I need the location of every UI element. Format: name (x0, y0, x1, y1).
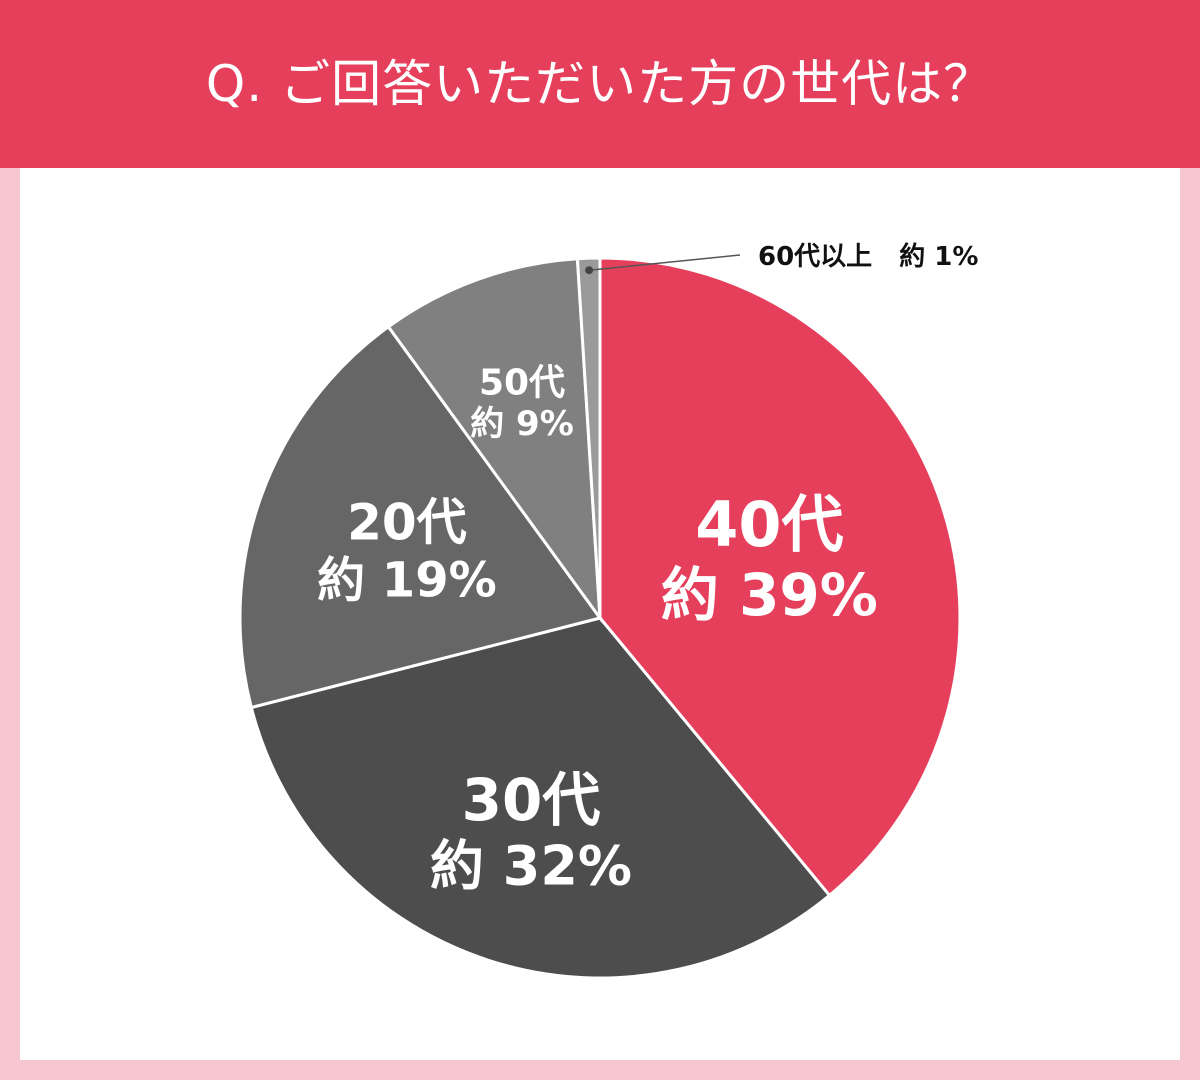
header-bar (0, 0, 1200, 168)
slice-label-category-4: 50代 (479, 363, 565, 404)
slice-label-value-3: 約 19% (317, 553, 497, 609)
pie-slice-1 (598, 256, 962, 898)
callout-60s: 60代以上 約 1% (585, 241, 978, 275)
slice-label-value-4: 約 9% (470, 404, 574, 444)
callout-dot (585, 266, 594, 275)
pie-slice-3 (238, 324, 603, 710)
pie-slices (238, 256, 962, 980)
callout-category: 60代以上 (758, 242, 872, 272)
chart-title: Q. ご回答いただいた方の世代は？ (205, 55, 995, 113)
pie-slice-5 (575, 256, 602, 619)
callout-value: 約 1% (899, 241, 978, 272)
callout-leader-line (589, 254, 741, 271)
callout-label: 60代以上 約 1% (758, 241, 978, 272)
slice-label-category-3: 20代 (347, 494, 467, 552)
chart-panel: 40代約 39% 30代約 32% 20代約 19% 50代約 9% 60代以上 約 … (20, 168, 1180, 1060)
slice-label-value-2: 約 32% (430, 834, 632, 897)
pie-slice-2 (249, 616, 832, 980)
slice-label-category-2: 30代 (462, 766, 601, 834)
slice-label-value-1: 約 39% (661, 561, 878, 629)
pie-slice-4 (386, 257, 602, 624)
slice-label-category-1: 40代 (695, 488, 843, 561)
